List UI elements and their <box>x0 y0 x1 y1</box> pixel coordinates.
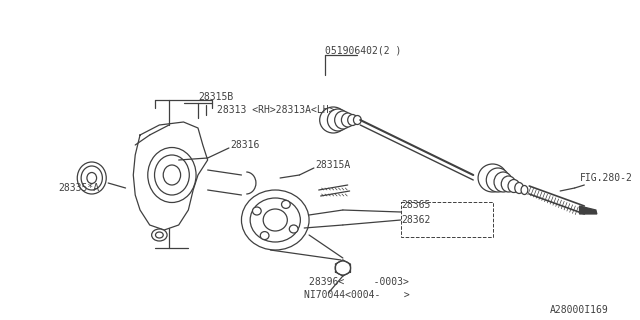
Ellipse shape <box>508 180 520 193</box>
Text: 28315B: 28315B <box>198 92 233 102</box>
Ellipse shape <box>341 113 354 127</box>
Ellipse shape <box>494 172 513 192</box>
Ellipse shape <box>81 166 102 190</box>
Text: 28313 <RH>28313A<LH>: 28313 <RH>28313A<LH> <box>218 105 335 115</box>
Ellipse shape <box>328 109 349 131</box>
Text: 28396<     -0003>: 28396< -0003> <box>309 277 409 287</box>
Text: A28000I169: A28000I169 <box>550 305 609 315</box>
Ellipse shape <box>515 182 524 194</box>
Ellipse shape <box>87 172 97 183</box>
Text: FIG.280-2: FIG.280-2 <box>579 173 632 183</box>
Ellipse shape <box>335 111 351 129</box>
Text: 28316: 28316 <box>230 140 259 150</box>
Ellipse shape <box>501 176 516 192</box>
Ellipse shape <box>478 164 507 192</box>
Ellipse shape <box>156 232 163 238</box>
Polygon shape <box>579 206 597 214</box>
Ellipse shape <box>263 209 287 231</box>
Ellipse shape <box>241 190 309 250</box>
Ellipse shape <box>521 186 528 195</box>
Ellipse shape <box>154 155 189 195</box>
Ellipse shape <box>282 200 290 208</box>
Ellipse shape <box>348 115 357 125</box>
Ellipse shape <box>353 116 361 124</box>
Ellipse shape <box>335 261 351 275</box>
Ellipse shape <box>250 198 300 242</box>
Bar <box>401 202 493 237</box>
Ellipse shape <box>163 165 180 185</box>
Text: 28335*A: 28335*A <box>58 183 99 193</box>
Text: 28362: 28362 <box>401 215 430 225</box>
Ellipse shape <box>320 107 347 133</box>
Ellipse shape <box>486 168 509 192</box>
Text: 28315A: 28315A <box>315 160 350 170</box>
Text: 28365: 28365 <box>401 200 430 210</box>
Ellipse shape <box>260 232 269 240</box>
Ellipse shape <box>289 225 298 233</box>
Ellipse shape <box>152 229 167 241</box>
Ellipse shape <box>253 207 261 215</box>
Ellipse shape <box>77 162 106 194</box>
Ellipse shape <box>148 148 196 203</box>
Text: NI70044<0004-    >: NI70044<0004- > <box>304 290 410 300</box>
Text: 051906402(2 ): 051906402(2 ) <box>326 45 402 55</box>
